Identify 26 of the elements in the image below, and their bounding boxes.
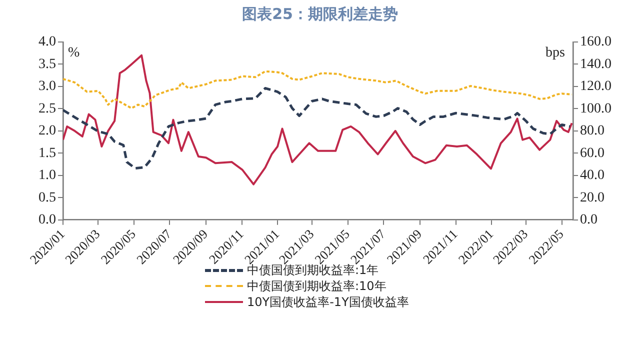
legend-label: 10Y国债收益率-1Y国债收益率 [247, 294, 409, 310]
y2-tick-label: 0.0 [580, 212, 598, 228]
legend-label: 中债国债到期收益率:1年 [247, 263, 379, 278]
y2-axis-title: bps [546, 46, 565, 61]
legend-label: 中债国债到期收益率:10年 [247, 278, 386, 294]
y2-tick-label: 160.0 [580, 34, 612, 50]
y-tick-label: 2.0 [38, 124, 56, 139]
chart-title: 图表25：期限利差走势 [242, 4, 398, 23]
y-tick-label: 1.5 [38, 146, 56, 161]
y2-tick-label: 140.0 [580, 56, 612, 72]
y2-tick-label: 40.0 [580, 168, 604, 184]
y-axis-title: % [68, 46, 80, 61]
y2-tick-label: 60.0 [580, 146, 604, 161]
y2-tick-label: 120.0 [580, 79, 612, 94]
line-series [63, 70, 573, 110]
y-tick-label: 0.0 [38, 212, 56, 228]
line-series [63, 86, 572, 170]
y-tick-label: 0.5 [38, 190, 56, 206]
y-tick-label: 3.5 [38, 56, 56, 72]
y2-tick-label: 20.0 [580, 190, 604, 206]
y-tick-label: 3.0 [38, 79, 56, 94]
y-tick-label: 2.5 [38, 101, 56, 116]
y2-tick-label: 80.0 [580, 124, 604, 139]
y-tick-label: 4.0 [38, 34, 56, 50]
y-tick-label: 1.0 [38, 168, 56, 184]
y2-tick-label: 100.0 [580, 101, 612, 116]
